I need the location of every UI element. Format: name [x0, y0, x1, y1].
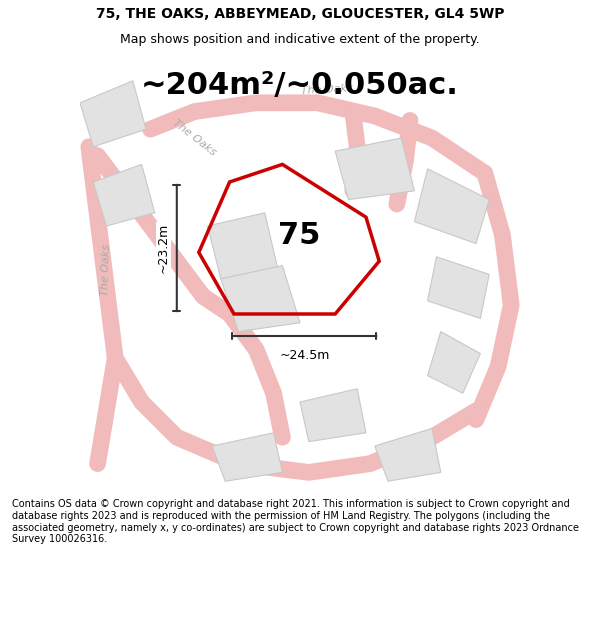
Text: The Oaks: The Oaks — [171, 118, 218, 158]
Polygon shape — [415, 169, 489, 244]
Text: The Oaks: The Oaks — [300, 83, 353, 96]
Polygon shape — [375, 428, 441, 481]
Polygon shape — [428, 332, 481, 393]
Polygon shape — [300, 389, 366, 442]
Text: ~24.5m: ~24.5m — [279, 349, 329, 362]
Text: Map shows position and indicative extent of the property.: Map shows position and indicative extent… — [120, 32, 480, 46]
Text: The Oaks: The Oaks — [100, 244, 112, 296]
Polygon shape — [80, 81, 146, 147]
Text: ~23.2m: ~23.2m — [157, 223, 170, 273]
Polygon shape — [212, 432, 283, 481]
Polygon shape — [208, 213, 278, 279]
Polygon shape — [93, 164, 155, 226]
Polygon shape — [221, 266, 300, 332]
Text: ~204m²/~0.050ac.: ~204m²/~0.050ac. — [141, 71, 459, 100]
Polygon shape — [335, 138, 415, 199]
Text: Contains OS data © Crown copyright and database right 2021. This information is : Contains OS data © Crown copyright and d… — [12, 499, 579, 544]
Text: 75: 75 — [278, 221, 320, 251]
Text: 75, THE OAKS, ABBEYMEAD, GLOUCESTER, GL4 5WP: 75, THE OAKS, ABBEYMEAD, GLOUCESTER, GL4… — [96, 7, 504, 21]
Polygon shape — [428, 257, 489, 318]
